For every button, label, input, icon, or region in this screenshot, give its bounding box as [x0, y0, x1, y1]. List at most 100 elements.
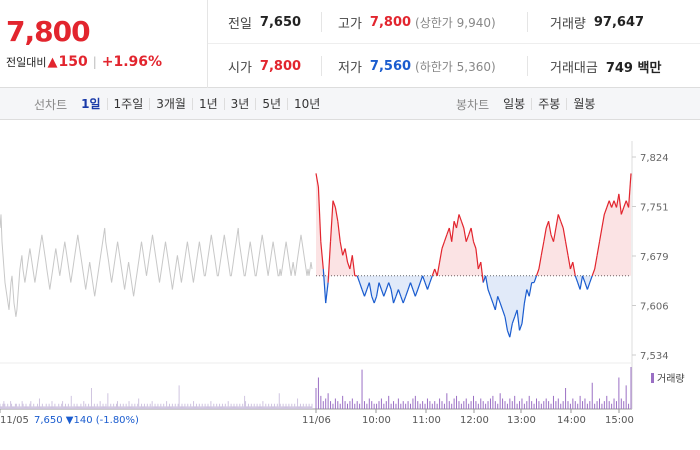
- open-label: 시가: [228, 60, 252, 76]
- today-line-segment: [329, 200, 334, 242]
- upper-limit: (상한가 9,940): [415, 15, 496, 30]
- today-line-segment: [419, 275, 424, 283]
- y-tick-label: 7,606: [640, 302, 669, 313]
- today-line-segment: [470, 227, 475, 242]
- today-line-segment: [400, 296, 404, 304]
- today-line-segment: [371, 296, 375, 304]
- open-cell: 시가 7,800: [228, 44, 301, 88]
- today-line-segment: [465, 234, 470, 242]
- today-line-segment: [439, 248, 443, 263]
- x-tick-label: 12:00: [460, 415, 489, 426]
- today-line-segment: [385, 282, 390, 290]
- info-row-2: 시가 7,800 저가 7,560 (하한가 5,360) 거래대금 749 백…: [208, 44, 700, 88]
- today-line-segment: [334, 207, 339, 222]
- today-line-segment: [351, 255, 356, 276]
- today-line-segment: [502, 309, 506, 317]
- today-line-segment: [533, 275, 538, 283]
- change-row: 전일대비 ▲ 150 | +1.96%: [6, 54, 162, 70]
- today-line-segment: [489, 296, 494, 304]
- today-line-segment: [434, 268, 438, 277]
- today-line-segment: [397, 289, 402, 297]
- today-line-segment: [540, 241, 545, 256]
- today-line-segment: [412, 289, 416, 297]
- info-row-1: 전일 7,650 고가 7,800 (상한가 9,940) 거래량 97,647: [208, 0, 700, 44]
- today-line-segment: [392, 296, 397, 304]
- today-line-segment: [451, 221, 455, 242]
- tab-1day[interactable]: 1일: [75, 98, 108, 110]
- x-tick-label: 11/06: [302, 415, 331, 426]
- line-chart-group: 선차트 1일 1주일 3개월 1년 3년 5년 10년: [34, 88, 326, 120]
- tab-3year[interactable]: 3년: [225, 98, 257, 110]
- today-line-segment: [320, 241, 324, 270]
- y-tick-label: 7,679: [640, 252, 669, 263]
- high-label: 고가: [338, 16, 362, 32]
- today-line-segment: [368, 282, 373, 297]
- today-line-segment: [572, 261, 576, 276]
- today-line-segment: [504, 316, 508, 331]
- today-line-segment: [356, 275, 361, 283]
- today-line-segment: [429, 275, 433, 283]
- tab-1year[interactable]: 1년: [193, 98, 225, 110]
- volume-legend-label: 거래량: [657, 373, 685, 385]
- y-tick-label: 7,824: [640, 153, 669, 164]
- today-line-segment: [431, 268, 436, 276]
- today-line-segment: [485, 275, 489, 290]
- today-line-segment: [426, 282, 431, 290]
- today-line-segment: [562, 227, 567, 242]
- today-line-segment: [615, 193, 620, 208]
- today-line-segment: [603, 207, 608, 215]
- tab-monthly-candle[interactable]: 월봉: [573, 97, 596, 111]
- today-line-segment: [494, 296, 499, 311]
- today-line-segment: [548, 221, 552, 235]
- open-value: 7,800: [259, 58, 302, 74]
- change-rate: +1.96%: [101, 54, 163, 70]
- today-line-segment: [337, 221, 341, 242]
- today-line-segment: [480, 262, 484, 283]
- today-line-segment: [422, 275, 426, 283]
- lower-limit: (하한가 5,360): [415, 59, 496, 74]
- today-line-segment: [608, 200, 613, 208]
- today-line-segment: [409, 282, 414, 290]
- today-line-segment: [594, 255, 598, 270]
- amount-label: 거래대금: [550, 60, 598, 76]
- today-line-segment: [487, 289, 492, 297]
- y-tick-label: 7,534: [640, 351, 669, 362]
- tab-weekly-candle[interactable]: 주봉: [532, 98, 568, 110]
- today-line-segment: [359, 282, 363, 290]
- tab-10year[interactable]: 10년: [294, 97, 321, 111]
- today-line-segment: [390, 289, 395, 304]
- tab-3month[interactable]: 3개월: [150, 98, 193, 110]
- today-line-segment: [339, 241, 344, 256]
- today-line-segment: [414, 289, 419, 297]
- divider: [527, 56, 528, 76]
- today-line-segment: [363, 289, 368, 297]
- today-line-segment: [441, 241, 445, 249]
- tab-5year[interactable]: 5년: [256, 98, 289, 110]
- today-line-segment: [567, 255, 571, 270]
- today-line-segment: [383, 289, 387, 297]
- today-line-segment: [628, 173, 632, 208]
- change-value: 150: [58, 54, 88, 70]
- today-line-segment: [620, 207, 625, 215]
- tab-daily-candle[interactable]: 일봉: [497, 98, 533, 110]
- up-area: [316, 173, 631, 276]
- today-line-segment: [528, 282, 533, 297]
- today-line-segment: [509, 323, 513, 338]
- today-line-segment: [550, 234, 555, 242]
- today-line-segment: [516, 309, 521, 331]
- price-chart: 7,824 7,751 7,679 7,606 7,534 거래량 11/05 11/06 10…: [0, 141, 685, 426]
- today-line-segment: [499, 302, 504, 311]
- volume-cell: 거래량 97,647: [550, 0, 644, 44]
- today-line-segment: [623, 200, 627, 208]
- amount-cell: 거래대금 749 백만: [550, 44, 661, 88]
- today-line-segment: [543, 227, 547, 242]
- chart-type-bar: 선차트 1일 1주일 3개월 1년 3년 5년 10년 봉차트 일봉 주봉 월봉: [0, 88, 700, 120]
- today-line-segment: [579, 275, 584, 290]
- today-line-segment: [455, 214, 460, 229]
- tab-1week[interactable]: 1주일: [108, 98, 151, 110]
- today-line-segment: [463, 227, 467, 242]
- today-line-segment: [378, 282, 382, 290]
- amount-value: 749 백만: [605, 60, 662, 76]
- candle-chart-group: 봉차트 일봉 주봉 월봉: [456, 88, 601, 120]
- change-separator: |: [92, 55, 97, 69]
